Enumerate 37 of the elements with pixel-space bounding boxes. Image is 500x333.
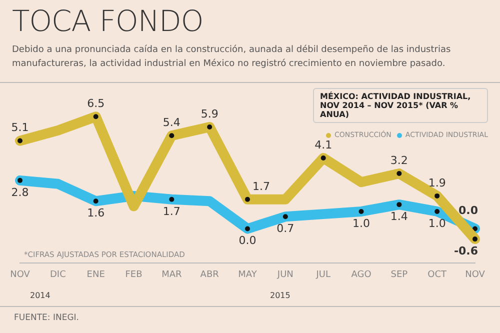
data-label: 5.1 — [11, 121, 29, 134]
source-note: FUENTE: INEGI. — [14, 313, 79, 323]
x-tick-label: ABR — [200, 270, 219, 280]
x-tick-label: OCT — [428, 270, 448, 280]
data-label: 1.0 — [428, 216, 446, 230]
data-label: 3.2 — [390, 154, 408, 167]
data-label: 0.0 — [458, 204, 478, 218]
x-tick-label: MAR — [162, 270, 182, 280]
x-tick-label: DIC — [50, 270, 66, 280]
x-tick-label: NOV — [10, 270, 31, 280]
data-label: 1.7 — [252, 180, 270, 193]
x-tick-label: AGO — [351, 270, 372, 280]
data-label: 6.5 — [87, 96, 105, 110]
x-tick-label: MAY — [238, 270, 258, 280]
chart-subtitle: Debido a una pronunciada caída en la construcción, aunada al débil desempeño de las industrias manufactureras, la actividad industrial en México no registró crecimiento en noviembre pasado. — [12, 44, 452, 71]
x-tick-label: SEP — [390, 270, 408, 280]
x-tick-label: JUL — [315, 270, 330, 280]
data-label: -0.6 — [454, 244, 478, 258]
chart-title: TOCA FONDO — [12, 4, 204, 38]
x-tick-label: JUN — [276, 270, 294, 280]
x-tick-label: FEB — [125, 270, 142, 280]
x-tick-label: ENE — [86, 270, 106, 280]
legend-title: MÉXICO: ACTIVIDAD INDUSTRIAL, NOV 2014 – NOV 2015* (VAR % ANUA) — [313, 88, 488, 123]
data-label: 0.7 — [276, 222, 294, 235]
text: 2015 — [270, 291, 290, 300]
data-label: 4.1 — [314, 138, 332, 152]
data-label: 5.4 — [162, 116, 180, 129]
data-label: 5.9 — [200, 107, 218, 120]
data-label: 1.4 — [390, 210, 408, 223]
data-label: 1.0 — [352, 216, 370, 230]
x-tick-label: NOV — [465, 270, 486, 280]
data-label: 1.9 — [428, 176, 446, 190]
data-label: 1.7 — [162, 204, 180, 218]
text: 2014 — [30, 291, 50, 300]
data-label: 2.8 — [11, 186, 29, 199]
data-label: 0.0 — [238, 234, 256, 248]
data-label: 1.6 — [87, 206, 105, 220]
